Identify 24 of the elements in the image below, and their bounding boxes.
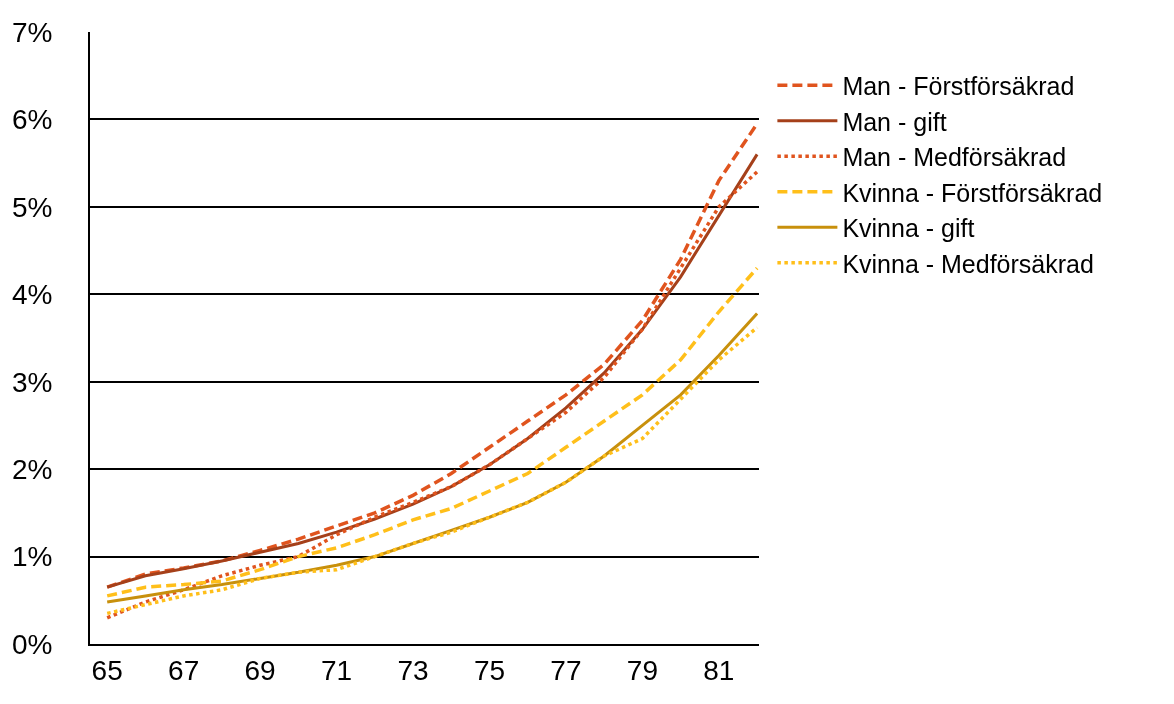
legend-label: Kvinna - gift (842, 214, 975, 243)
y-tick-label: 4% (11, 279, 53, 311)
x-tick-label: 81 (703, 654, 735, 686)
y-tick-label: 0% (11, 628, 53, 660)
y-tick-label: 5% (11, 191, 53, 223)
x-tick-label: 69 (244, 654, 276, 686)
x-tick-label: 65 (91, 654, 123, 686)
legend-label: Man - Medförsäkrad (842, 143, 1067, 172)
y-tick-label: 3% (11, 366, 53, 398)
y-tick-label: 1% (11, 541, 53, 573)
x-tick-label: 79 (626, 654, 658, 686)
y-tick-label: 6% (11, 104, 53, 136)
legend-label: Kvinna - Medförsäkrad (842, 249, 1094, 278)
legend-label: Kvinna - Förstförsäkrad (842, 178, 1103, 207)
legend-label: Man - gift (842, 107, 947, 136)
x-tick-label: 67 (168, 654, 200, 686)
x-tick-label: 77 (550, 654, 582, 686)
x-tick-label: 75 (473, 654, 506, 686)
line-series (105, 266, 759, 598)
x-tick-label: 71 (320, 654, 353, 686)
legend-label: Man - Förstförsäkrad (842, 72, 1075, 101)
y-tick-label: 7% (11, 16, 53, 48)
x-tick-label: 73 (397, 654, 429, 686)
y-tick-label: 2% (11, 453, 53, 485)
